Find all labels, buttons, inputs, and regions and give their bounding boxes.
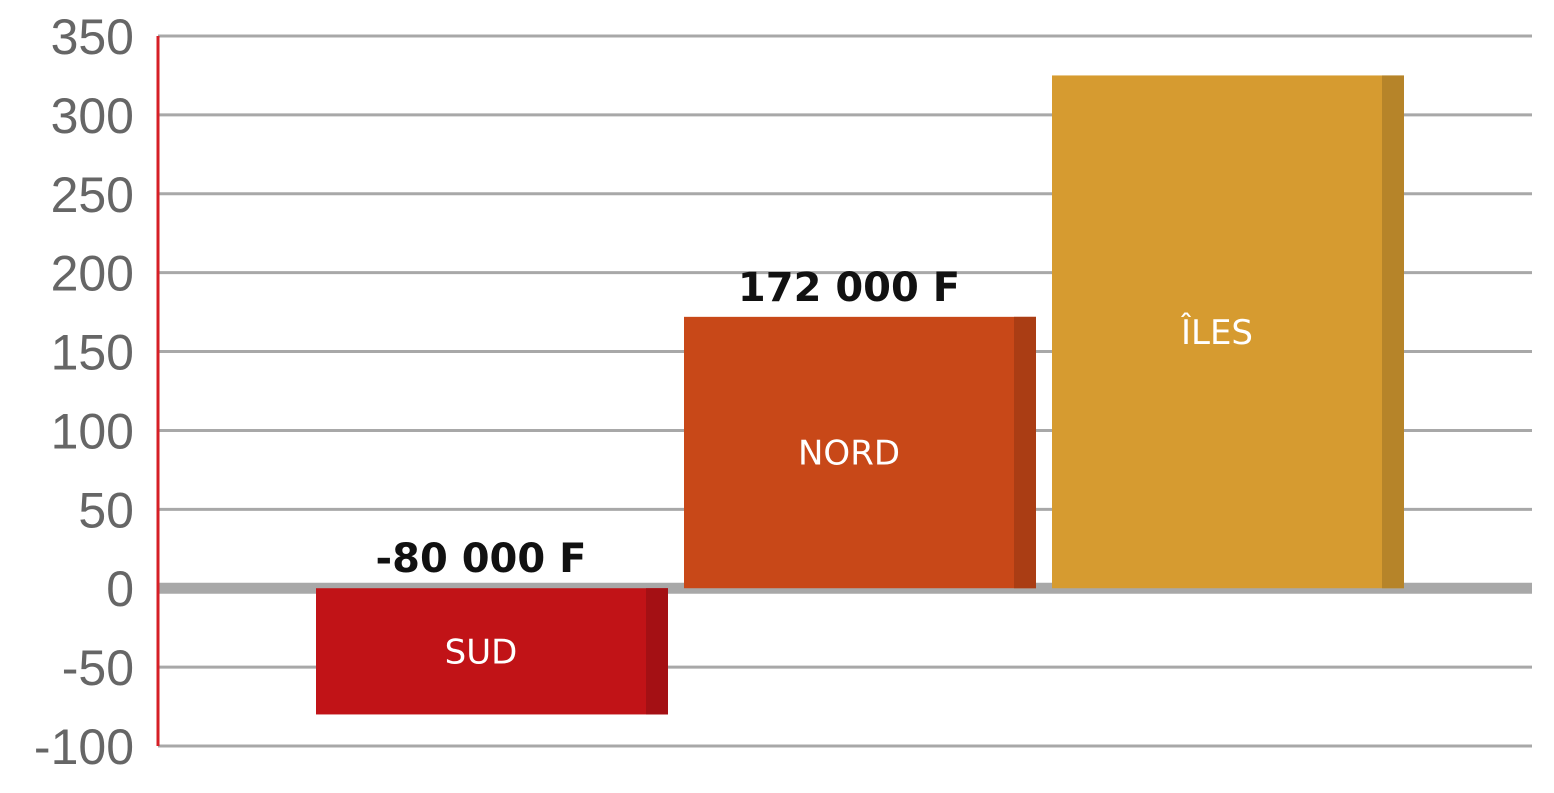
category-label: ÎLES xyxy=(1180,312,1253,353)
bar-1 xyxy=(684,316,1036,589)
y-tick-label: 50 xyxy=(78,482,134,538)
category-label: NORD xyxy=(798,434,900,474)
y-tick-label: -100 xyxy=(34,719,134,775)
bars xyxy=(316,75,1404,715)
value-label: 172 000 F xyxy=(738,265,960,311)
bar-2 xyxy=(1052,75,1404,589)
y-tick-label: 0 xyxy=(106,561,134,617)
y-tick-label: 300 xyxy=(51,88,134,144)
data-labels: SUD -80 000 F NORD 172 000 F ÎLES xyxy=(376,265,1253,672)
y-tick-label: 100 xyxy=(51,403,134,459)
value-label: -80 000 F xyxy=(376,536,587,582)
bar-side-0 xyxy=(646,588,668,715)
y-tick-label: 150 xyxy=(51,325,134,381)
bar-side-1 xyxy=(1014,316,1036,589)
y-tick-label: 250 xyxy=(51,167,134,223)
y-tick-label: 350 xyxy=(51,9,134,65)
category-label: SUD xyxy=(445,632,518,672)
y-tick-label: 200 xyxy=(51,246,134,302)
bar-side-2 xyxy=(1382,75,1404,589)
y-axis-ticks: 350 300 250 200 150 100 50 0 -50 -100 xyxy=(34,9,134,775)
bar-0 xyxy=(316,588,668,715)
y-tick-label: -50 xyxy=(62,640,134,696)
